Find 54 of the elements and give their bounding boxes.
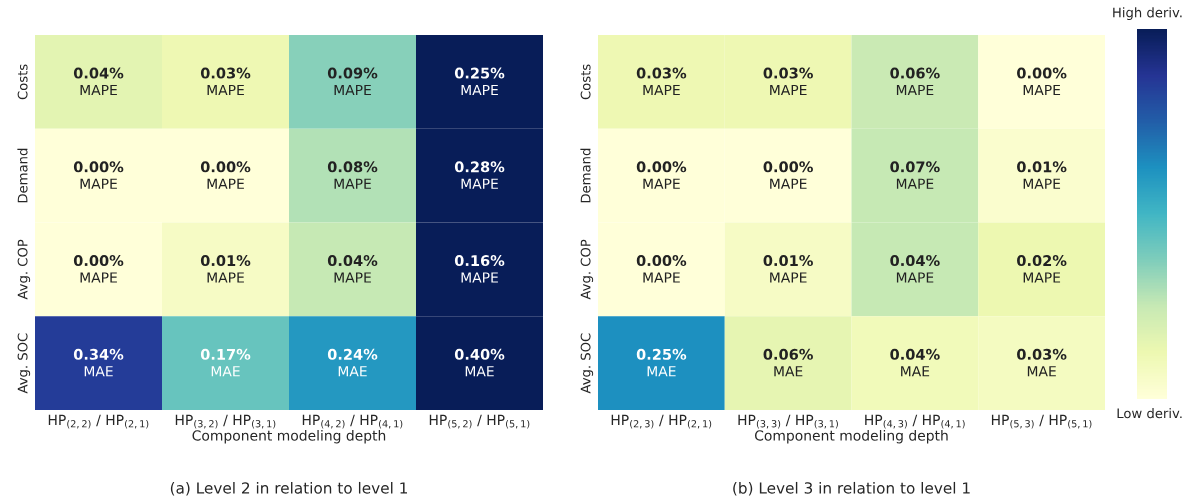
data-label: 0.04% MAE: [890, 348, 940, 377]
x-axis-title: Component modeling depth: [754, 430, 948, 444]
data-label: 0.25% MAPE: [454, 67, 505, 96]
data-label: 0.08% MAPE: [327, 161, 378, 189]
data-label: 0.24% MAE: [327, 348, 378, 377]
y-tick-label: Avg. SOC: [17, 333, 31, 394]
x-tick-label: HP$_{(4,2)}$ / HP$_{(4,1)}$: [302, 414, 403, 429]
text: (b) Level 3 in relation to level 1: [733, 481, 970, 496]
data-label: 0.00% MAPE: [636, 255, 687, 283]
y-tick-label: Avg. COP: [580, 239, 594, 300]
data-label: 0.01% MAPE: [763, 255, 813, 283]
data-label: 0.00% MAPE: [1017, 67, 1067, 96]
text: High deriv.: [1113, 7, 1182, 20]
data-label: 0.16% MAPE: [454, 255, 505, 283]
x-tick-label: HP$_{(5,3)}$ / HP$_{(5,1)}$: [991, 414, 1092, 429]
data-label: 0.06% MAE: [763, 348, 813, 377]
data-label: 0.25% MAE: [636, 348, 687, 377]
data-label: 0.40% MAE: [454, 348, 505, 377]
x-tick-label: HP$_{(5,2)}$ / HP$_{(5,1)}$: [429, 414, 530, 429]
text: Low deriv.: [1117, 408, 1182, 419]
data-label: 0.04% MAPE: [890, 255, 940, 283]
data-label: 0.03% MAPE: [200, 67, 251, 96]
y-tick-label: Costs: [17, 64, 28, 100]
data-label: 0.00% MAPE: [73, 161, 124, 189]
x-tick-label: HP$_{(3,2)}$ / HP$_{(3,1)}$: [175, 414, 276, 429]
y-tick-label: Demand: [17, 148, 28, 203]
x-tick-label: HP$_{(4,3)}$ / HP$_{(4,1)}$: [865, 414, 965, 429]
data-label: 0.00% MAPE: [636, 161, 687, 189]
data-label: 0.03% MAPE: [636, 67, 687, 96]
data-label: 0.28% MAPE: [454, 161, 505, 189]
data-label: 0.07% MAPE: [890, 161, 940, 189]
data-label: 0.02% MAPE: [1017, 255, 1067, 283]
data-label: 0.06% MAPE: [890, 67, 940, 96]
x-tick-label: HP$_{(2,2)}$ / HP$_{(2,1)}$: [48, 414, 149, 429]
data-label: 0.00% MAPE: [763, 161, 813, 189]
data-label: 0.34% MAE: [73, 348, 124, 377]
y-tick-label: Costs: [580, 64, 591, 100]
y-tick-label: Avg. SOC: [580, 333, 594, 394]
x-tick-label: HP$_{(2,3)}$ / HP$_{(2,1)}$: [611, 414, 712, 429]
x-axis-title: Component modeling depth: [192, 430, 386, 444]
data-label: 0.01% MAPE: [1017, 161, 1067, 189]
data-label: 0.04% MAPE: [327, 255, 378, 283]
x-tick-label: HP$_{(3,3)}$ / HP$_{(3,1)}$: [738, 414, 838, 429]
data-label: 0.09% MAPE: [327, 67, 378, 96]
data-label: 0.03% MAPE: [763, 67, 813, 96]
y-tick-label: Avg. COP: [17, 239, 31, 300]
data-label: 0.01% MAPE: [200, 255, 251, 283]
data-label: 0.03% MAE: [1017, 348, 1067, 377]
data-label: 0.04% MAPE: [73, 67, 124, 96]
data-label: 0.00% MAPE: [73, 255, 124, 283]
data-label: 0.17% MAE: [200, 348, 251, 377]
y-tick-label: Demand: [580, 148, 591, 203]
text: (a) Level 2 in relation to level 1: [170, 481, 408, 496]
data-label: 0.00% MAPE: [200, 161, 251, 189]
